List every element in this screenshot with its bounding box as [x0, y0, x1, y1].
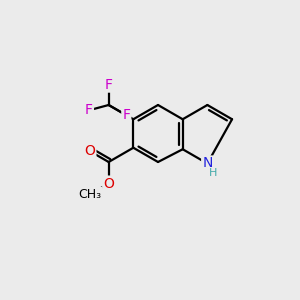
- Text: O: O: [85, 144, 95, 158]
- Text: H: H: [208, 168, 217, 178]
- Text: N: N: [202, 157, 213, 170]
- Text: F: F: [85, 103, 93, 117]
- Text: F: F: [122, 108, 130, 122]
- Text: CH₃: CH₃: [78, 188, 101, 201]
- Text: O: O: [103, 177, 114, 190]
- Text: F: F: [105, 78, 112, 92]
